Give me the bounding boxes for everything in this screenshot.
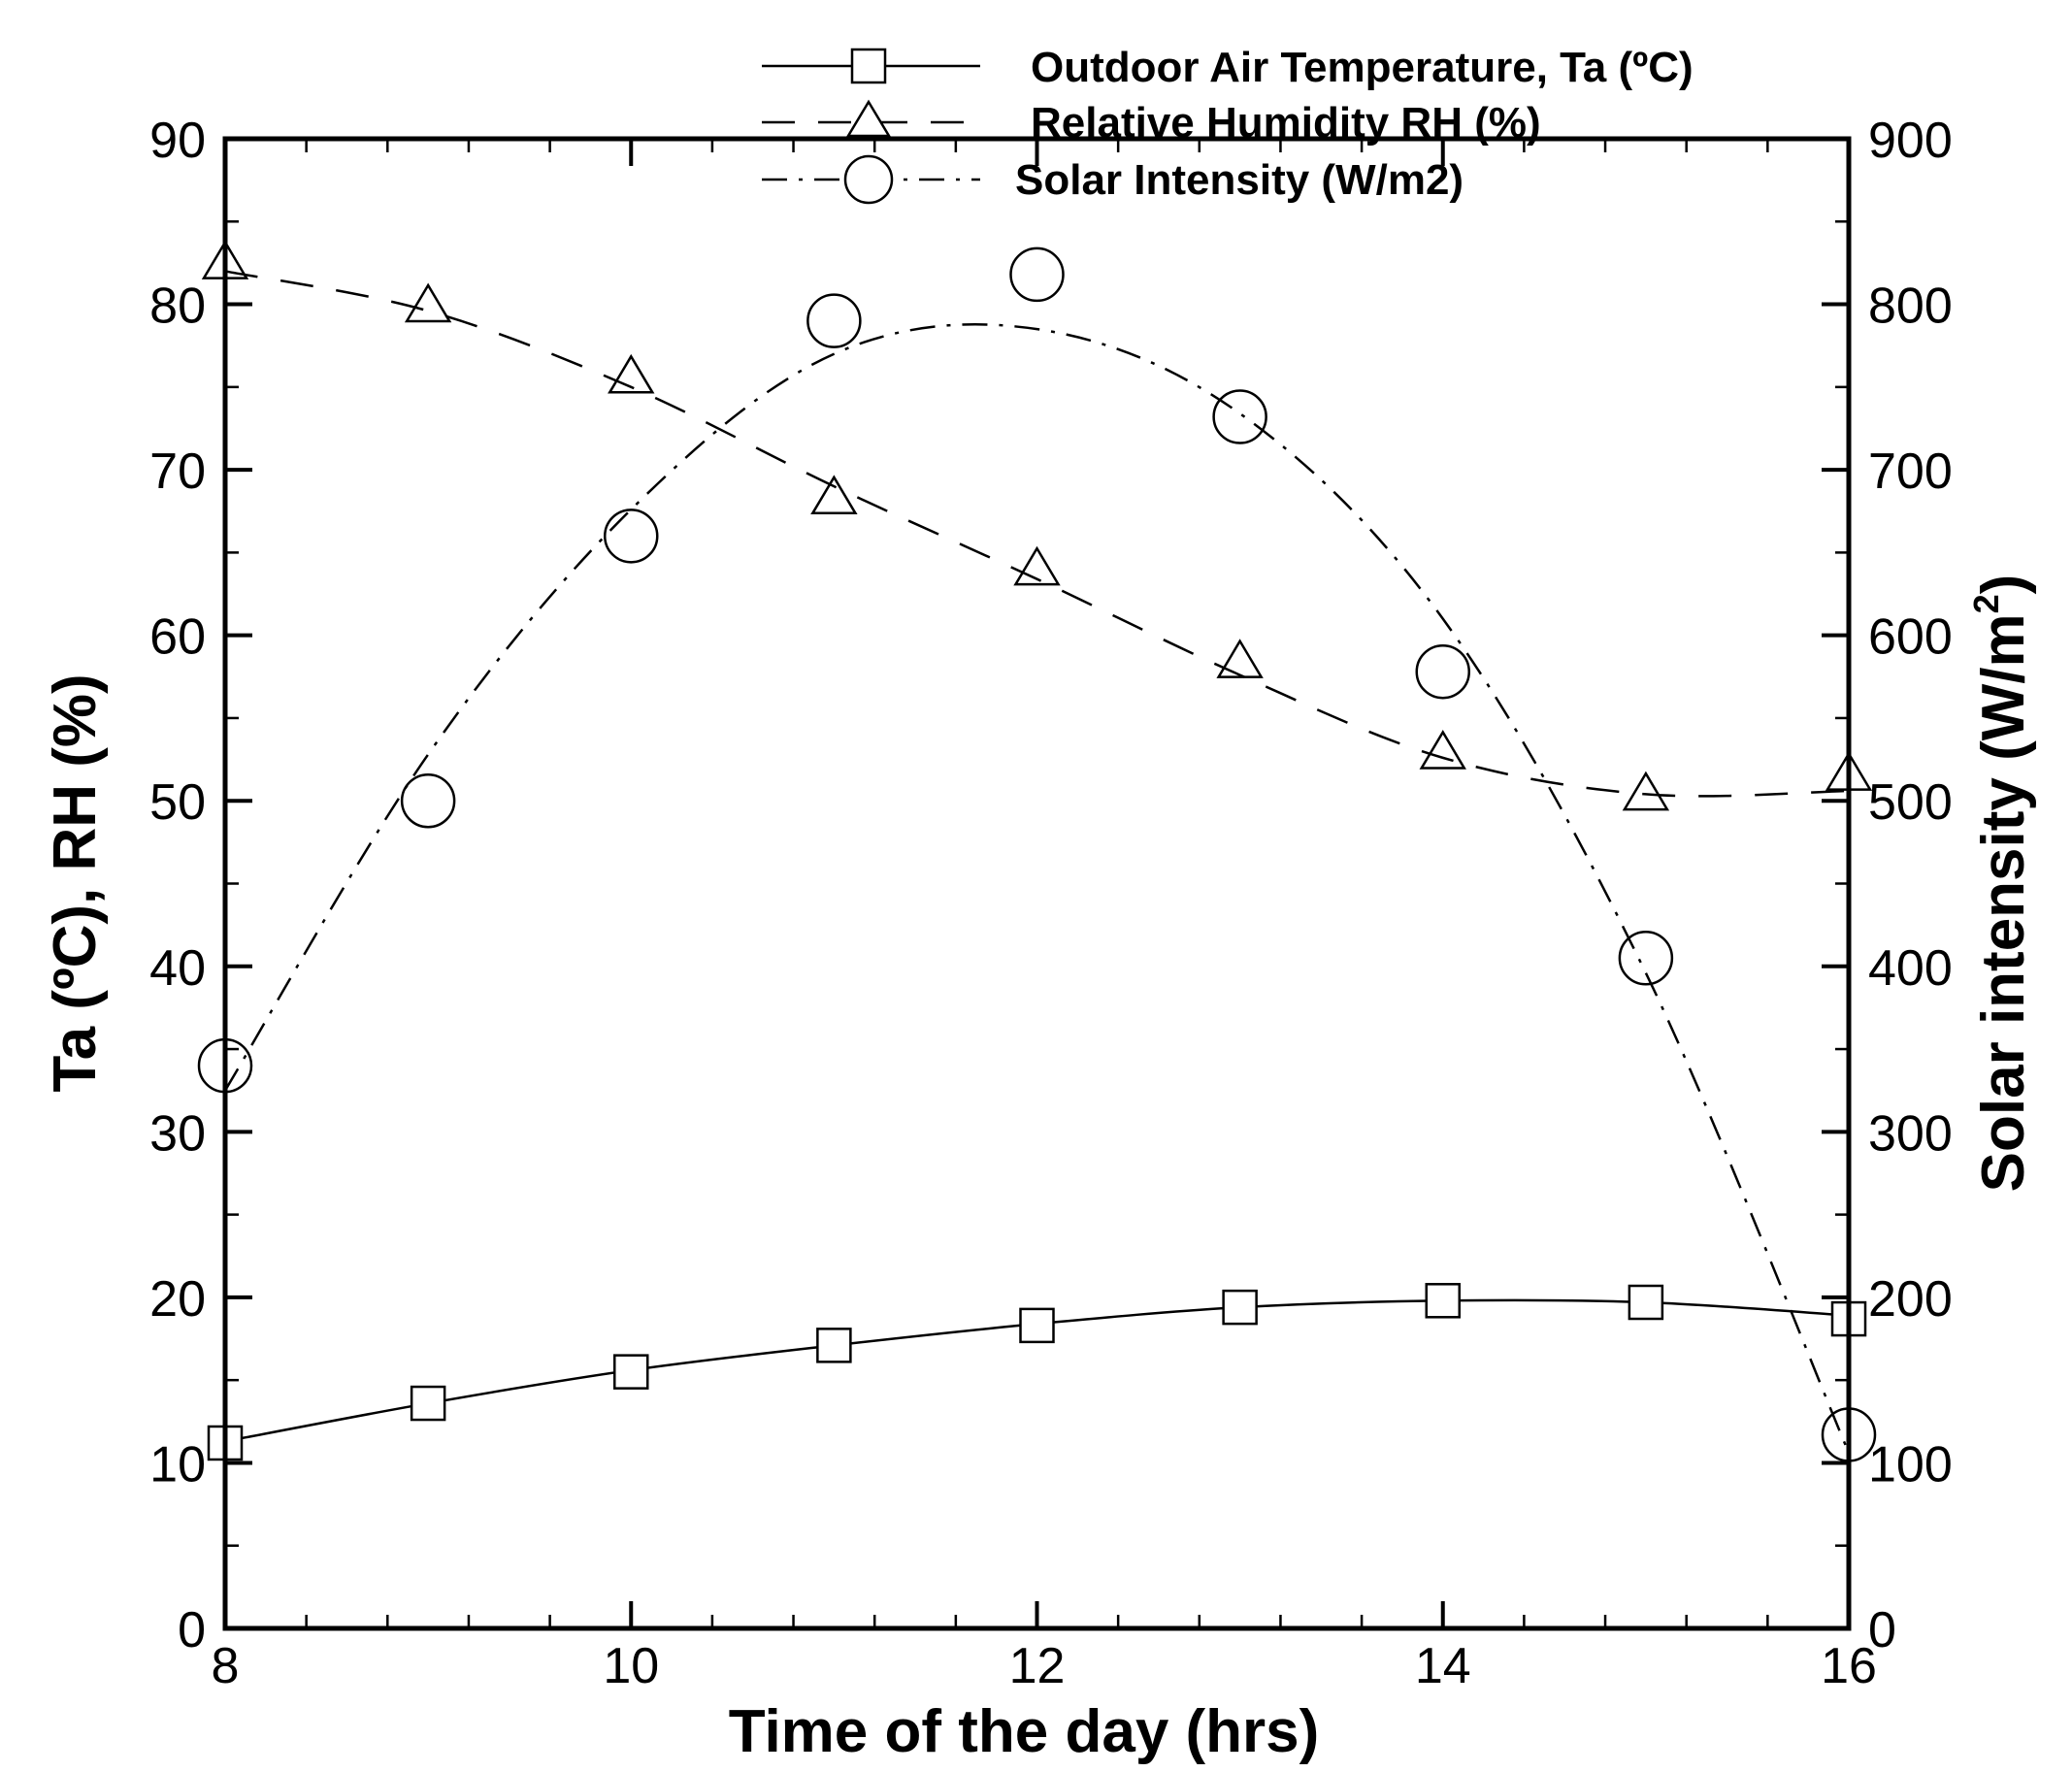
legend-item-solar: Solar Intensity (W/m2) xyxy=(762,154,1464,205)
humidity-point xyxy=(608,353,655,394)
temperature-point xyxy=(613,1354,649,1390)
right-axis-title-superscript: 2 xyxy=(1966,594,2006,613)
right-axis-title-main: Solar intensity (W/m xyxy=(1970,613,2037,1192)
series-solar xyxy=(197,246,1877,1462)
right-y-tick-label: 300 xyxy=(1868,1105,1953,1162)
x-axis-title: Time of the day (hrs) xyxy=(729,1698,1320,1765)
solar-point xyxy=(400,772,456,829)
x-tick-label: 14 xyxy=(1415,1638,1471,1694)
right-y-tick-label: 600 xyxy=(1868,609,1953,666)
legend: Outdoor Air Temperature, Ta (ºC) Relativ… xyxy=(762,44,1694,205)
left-y-tick-label: 50 xyxy=(149,774,206,831)
right-y-tick-label: 400 xyxy=(1868,940,1953,997)
solar-point xyxy=(1415,643,1470,700)
plot-frame xyxy=(222,136,1852,1631)
left-axis-title: Ta (ºC), RH (%) xyxy=(42,673,109,1092)
right-y-tick-label: 900 xyxy=(1868,113,1953,169)
right-axis-title-close: ) xyxy=(1970,574,2037,595)
series-line-humidity xyxy=(224,270,1850,798)
x-tick-label: 16 xyxy=(1821,1638,1877,1694)
ticks-layer xyxy=(223,137,1851,1630)
legend-label-solar: Solar Intensity (W/m2) xyxy=(1015,156,1464,204)
left-y-tick-label: 20 xyxy=(149,1271,206,1328)
humidity-point xyxy=(1013,545,1061,586)
left-y-tick-label: 0 xyxy=(178,1602,206,1658)
series-line-solar xyxy=(223,323,1851,1454)
right-y-tick-label: 500 xyxy=(1868,774,1953,831)
temperature-point xyxy=(1222,1289,1258,1326)
x-tick-label: 8 xyxy=(212,1638,240,1694)
legend-label-temperature: Outdoor Air Temperature, Ta (ºC) xyxy=(1031,44,1694,91)
temperature-point xyxy=(1628,1284,1664,1321)
x-tick-label: 10 xyxy=(603,1638,659,1694)
left-y-tick-label: 30 xyxy=(149,1105,206,1162)
solar-point xyxy=(1618,931,1674,986)
series-humidity xyxy=(201,240,1873,811)
right-y-tick-label: 100 xyxy=(1868,1436,1953,1493)
right-y-tick-label: 0 xyxy=(1868,1602,1896,1658)
right-y-tick-label: 700 xyxy=(1868,443,1953,500)
x-tick-label: 12 xyxy=(1009,1638,1066,1694)
left-y-tick-label: 80 xyxy=(149,279,206,335)
solar-point xyxy=(604,509,659,564)
legend-item-temperature: Outdoor Air Temperature, Ta (ºC) xyxy=(762,44,1694,91)
right-axis-title: Solar intensity (W/m2) xyxy=(1966,574,2037,1193)
temperature-point xyxy=(410,1385,446,1422)
solar-point xyxy=(806,293,862,348)
humidity-point xyxy=(404,282,452,323)
temperature-point xyxy=(1425,1283,1461,1319)
left-y-tick-label: 90 xyxy=(149,113,206,169)
tick-labels-layer: 8 10 12 14 160102030405060708090010020030040… xyxy=(149,113,1953,1694)
series-layer xyxy=(197,240,1877,1462)
right-y-tick-label: 200 xyxy=(1868,1271,1953,1328)
legend-label-humidity: Relative Humidity RH (%) xyxy=(1031,99,1541,147)
humidity-point xyxy=(1216,639,1264,678)
solar-point xyxy=(1009,246,1065,303)
right-y-tick-label: 800 xyxy=(1868,279,1953,335)
left-y-tick-label: 60 xyxy=(149,609,206,666)
left-y-tick-label: 40 xyxy=(149,940,206,997)
humidity-point xyxy=(810,475,858,515)
legend-square-marker xyxy=(850,48,887,84)
temperature-point xyxy=(816,1328,852,1363)
series-temperature xyxy=(207,1283,1867,1461)
legend-item-humidity: Relative Humidity RH (%) xyxy=(762,99,1541,147)
temperature-point xyxy=(1019,1307,1055,1344)
left-y-tick-label: 70 xyxy=(149,443,206,500)
solar-point xyxy=(1212,389,1267,444)
left-y-tick-label: 10 xyxy=(149,1436,206,1493)
humidity-point xyxy=(1419,730,1466,770)
humidity-point xyxy=(1622,771,1670,811)
legend-triangle-marker xyxy=(845,99,892,138)
legend-circle-marker xyxy=(843,154,894,205)
